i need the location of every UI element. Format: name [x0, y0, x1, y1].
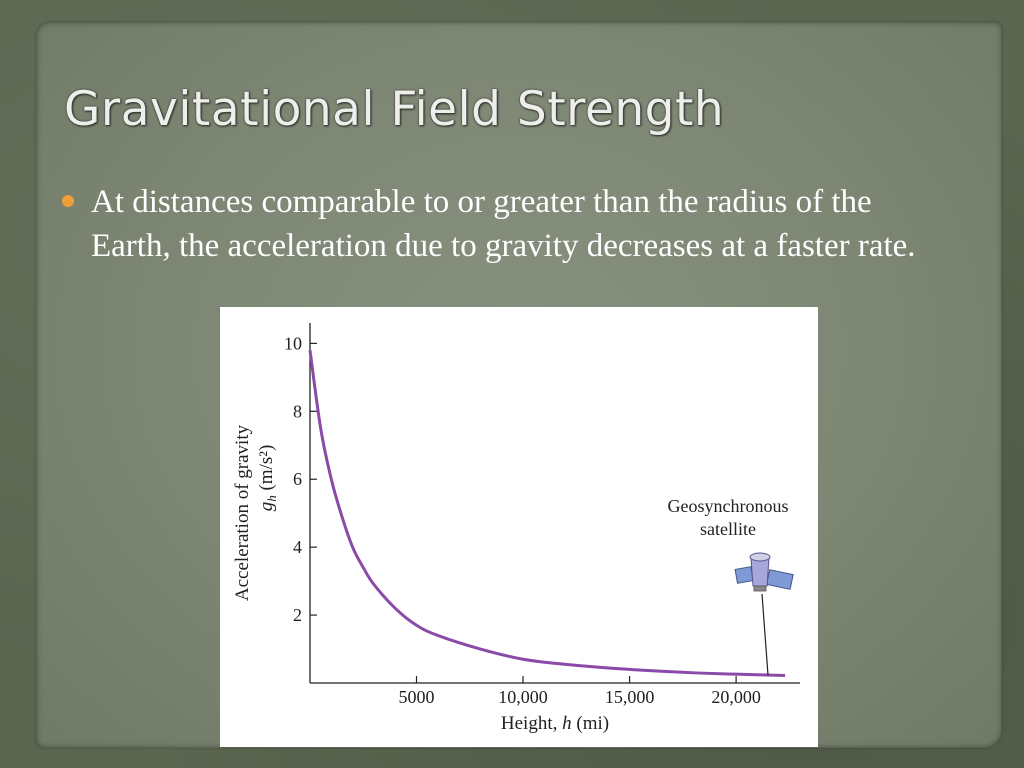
y-axis-title-line1: Acceleration of gravity: [232, 424, 253, 601]
x-tick-label: 20,000: [711, 687, 761, 707]
satellite-annotation: Geosynchronous satellite: [668, 496, 794, 676]
gravity-chart: 5000 10,000 15,000 20,000 2 4 6 8 10 Height, h …: [232, 323, 800, 734]
satellite-icon: [734, 552, 794, 592]
gravity-curve: [308, 349, 786, 678]
annotation-line1: Geosynchronous: [668, 496, 789, 516]
x-axis-title: Height, h (mi): [501, 713, 609, 734]
slide-title: Gravitational Field Strength: [64, 82, 725, 137]
y-tick-label: 6: [293, 469, 302, 489]
annotation-line2: satellite: [700, 519, 756, 539]
x-ticks: 5000 10,000 15,000 20,000: [399, 676, 761, 707]
x-tick-label: 10,000: [498, 687, 547, 707]
bullet-text: At distances comparable to or greater th…: [91, 184, 916, 264]
y-axis-title-line2: gh (m/s²): [256, 445, 279, 512]
y-ticks: 2 4 6 8 10: [284, 333, 317, 625]
y-tick-label: 8: [293, 401, 302, 421]
annotation-leader-line: [761, 593, 769, 676]
x-tick-label: 5000: [399, 687, 435, 707]
y-tick-label: 2: [293, 605, 302, 625]
y-tick-label: 4: [293, 537, 302, 557]
y-tick-label: 10: [284, 333, 302, 353]
chart-container: 5000 10,000 15,000 20,000 2 4 6 8 10 Height, h …: [220, 307, 818, 747]
x-tick-label: 15,000: [605, 687, 655, 707]
bullet-dot-icon: [62, 195, 74, 207]
